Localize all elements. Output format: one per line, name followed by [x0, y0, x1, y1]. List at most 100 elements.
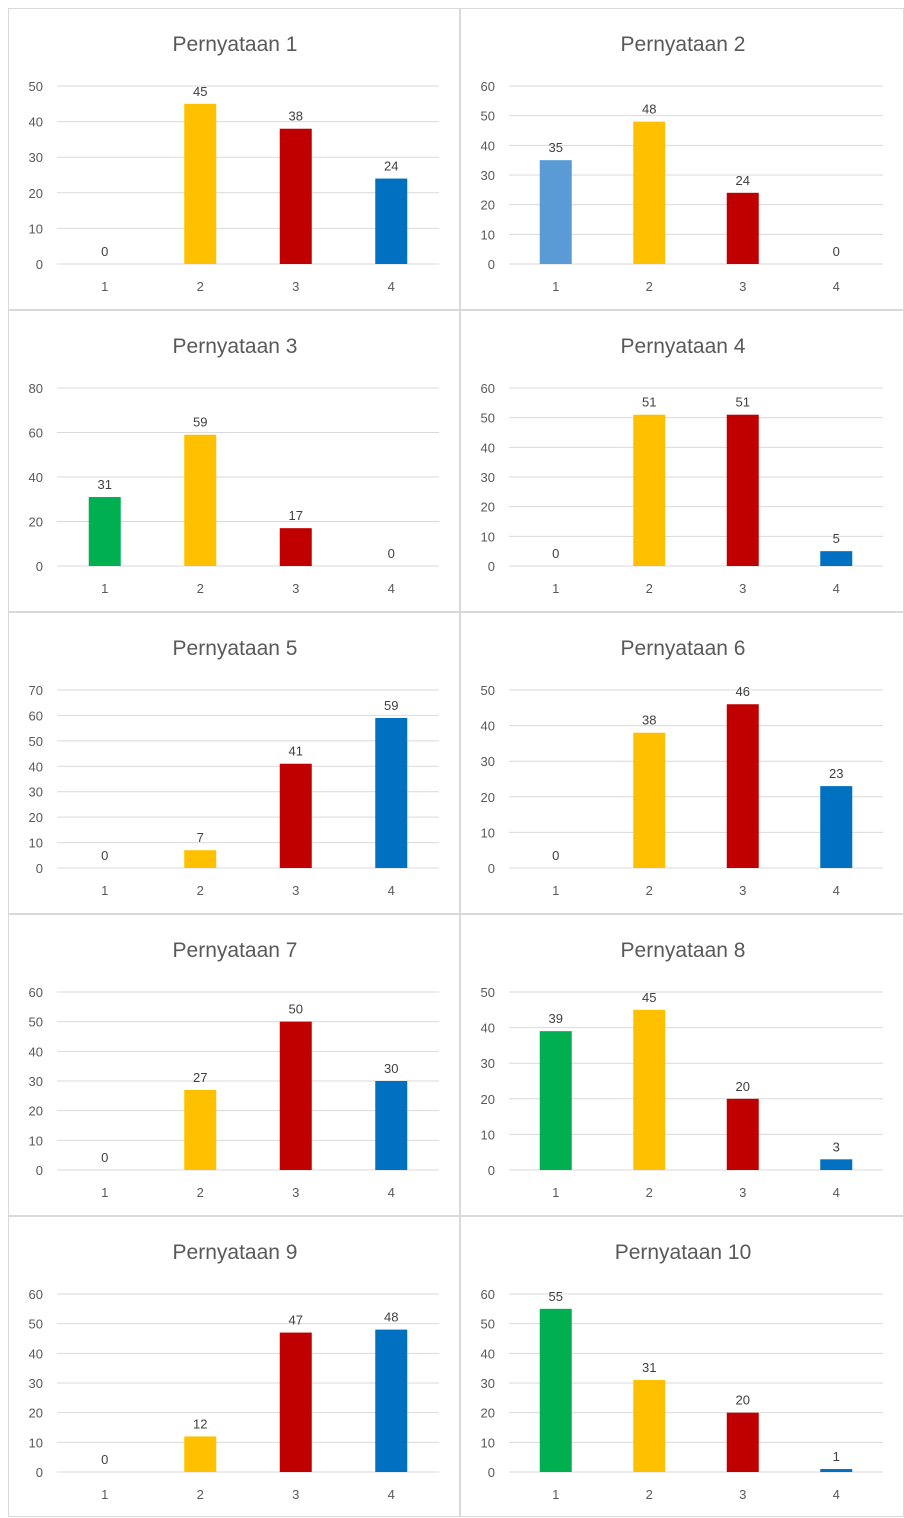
bar-2 — [184, 103, 217, 264]
bar-3 — [279, 1332, 312, 1472]
x-tick-label-2: 2 — [197, 883, 204, 898]
chart-svg-8: Pernyataan 8 0 10 20 30 40 50 39 1 45 2 20 3 3 4 — [481, 939, 883, 1200]
x-tick-label-4: 4 — [833, 1185, 840, 1200]
data-label-3: 41 — [289, 744, 303, 759]
y-tick-label: 0 — [36, 861, 43, 876]
chart-svg-6: Pernyataan 6 0 10 20 30 40 50 0 1 38 2 46 3 23 4 — [481, 637, 883, 898]
y-tick-label: 40 — [29, 115, 43, 130]
bar-3 — [279, 763, 312, 868]
chart-svg-9: Pernyataan 9 0 10 20 30 40 50 60 0 1 12 2 47 3 48 4 — [29, 1241, 439, 1502]
x-tick-label-4: 4 — [833, 581, 840, 596]
x-tick-label-1: 1 — [101, 883, 108, 898]
chart-title: Pernyataan 4 — [621, 335, 746, 358]
y-tick-label: 50 — [481, 683, 495, 698]
bar-2 — [633, 732, 666, 868]
data-label-4: 5 — [833, 531, 840, 546]
y-tick-label: 40 — [29, 759, 43, 774]
x-tick-label-2: 2 — [197, 1487, 204, 1502]
data-label-3: 50 — [289, 1002, 303, 1017]
data-label-1: 0 — [101, 1150, 108, 1165]
x-tick-label-3: 3 — [739, 1185, 746, 1200]
data-label-4: 30 — [384, 1061, 398, 1076]
data-label-3: 20 — [736, 1393, 750, 1408]
y-tick-label: 70 — [29, 683, 43, 698]
y-tick-label: 20 — [481, 198, 495, 213]
y-tick-label: 30 — [481, 754, 495, 769]
y-tick-label: 50 — [481, 411, 495, 426]
x-tick-label-4: 4 — [388, 279, 395, 294]
x-tick-label-3: 3 — [292, 1487, 299, 1502]
y-tick-label: 10 — [29, 1435, 43, 1450]
y-tick-label: 20 — [29, 186, 43, 201]
y-tick-label: 50 — [481, 1317, 495, 1332]
y-tick-label: 0 — [488, 257, 495, 272]
data-label-4: 59 — [384, 698, 398, 713]
y-tick-label: 30 — [481, 168, 495, 183]
chart-svg-5: Pernyataan 5 0 10 20 30 40 50 60 70 0 1 7 2 41 3 59 4 — [29, 637, 439, 898]
chart-panel-6: Pernyataan 6 0 10 20 30 40 50 0 1 38 2 46 3 23 4 — [460, 612, 904, 914]
y-tick-label: 20 — [29, 515, 43, 530]
x-tick-label-3: 3 — [739, 1487, 746, 1502]
bar-2 — [633, 1380, 666, 1472]
data-label-2: 7 — [197, 830, 204, 845]
data-label-2: 48 — [642, 102, 656, 117]
x-tick-label-3: 3 — [292, 581, 299, 596]
x-tick-label-4: 4 — [833, 1487, 840, 1502]
bar-2 — [184, 1436, 217, 1472]
y-tick-label: 60 — [481, 1287, 495, 1302]
y-tick-label: 30 — [481, 470, 495, 485]
chart-panel-8: Pernyataan 8 0 10 20 30 40 50 39 1 45 2 20 3 3 4 — [460, 914, 904, 1216]
x-tick-label-1: 1 — [101, 1185, 108, 1200]
y-tick-label: 40 — [29, 1346, 43, 1361]
y-tick-label: 0 — [488, 1163, 495, 1178]
y-tick-label: 60 — [29, 985, 43, 1000]
data-label-1: 0 — [552, 546, 559, 561]
y-tick-label: 40 — [29, 1044, 43, 1059]
bar-3 — [726, 414, 759, 566]
bar-2 — [633, 1009, 666, 1170]
chart-title: Pernyataan 1 — [173, 33, 298, 56]
y-tick-label: 20 — [481, 1406, 495, 1421]
chart-panel-3: Pernyataan 3 0 20 40 60 80 31 1 59 2 17 3 0 4 — [8, 310, 460, 612]
bar-4 — [375, 1081, 408, 1170]
y-tick-label: 0 — [488, 861, 495, 876]
chart-title: Pernyataan 8 — [621, 939, 746, 962]
chart-title: Pernyataan 3 — [173, 335, 298, 358]
data-label-1: 0 — [101, 244, 108, 259]
bar-4 — [375, 1329, 408, 1472]
x-tick-label-2: 2 — [197, 1185, 204, 1200]
y-tick-label: 60 — [481, 79, 495, 94]
y-tick-label: 0 — [488, 1465, 495, 1480]
data-label-4: 0 — [833, 244, 840, 259]
y-tick-label: 10 — [481, 825, 495, 840]
bar-2 — [633, 121, 666, 264]
chart-panel-4: Pernyataan 4 0 10 20 30 40 50 60 0 1 51 2 51 3 5 4 — [460, 310, 904, 612]
bar-4 — [820, 1159, 853, 1170]
data-label-3: 24 — [736, 173, 750, 188]
y-tick-label: 30 — [29, 150, 43, 165]
x-tick-label-4: 4 — [833, 883, 840, 898]
x-tick-label-3: 3 — [739, 883, 746, 898]
data-label-2: 59 — [193, 415, 207, 430]
chart-svg-1: Pernyataan 1 0 10 20 30 40 50 0 1 45 2 38 3 24 4 — [29, 33, 439, 294]
y-tick-label: 0 — [36, 1163, 43, 1178]
x-tick-label-2: 2 — [646, 581, 653, 596]
data-label-2: 45 — [193, 84, 207, 99]
y-tick-label: 20 — [481, 1092, 495, 1107]
y-tick-label: 10 — [481, 529, 495, 544]
bar-2 — [184, 434, 217, 566]
data-label-2: 27 — [193, 1070, 207, 1085]
bar-3 — [726, 704, 759, 868]
bar-1 — [88, 497, 121, 566]
x-tick-label-1: 1 — [101, 1487, 108, 1502]
chart-panel-9: Pernyataan 9 0 10 20 30 40 50 60 0 1 12 2 47 3 48 4 — [8, 1216, 460, 1517]
y-tick-label: 50 — [29, 1015, 43, 1030]
y-tick-label: 40 — [481, 1346, 495, 1361]
x-tick-label-1: 1 — [552, 279, 559, 294]
data-label-3: 20 — [736, 1079, 750, 1094]
data-label-1: 35 — [549, 140, 563, 155]
x-tick-label-4: 4 — [388, 1487, 395, 1502]
chart-title: Pernyataan 7 — [173, 939, 298, 962]
